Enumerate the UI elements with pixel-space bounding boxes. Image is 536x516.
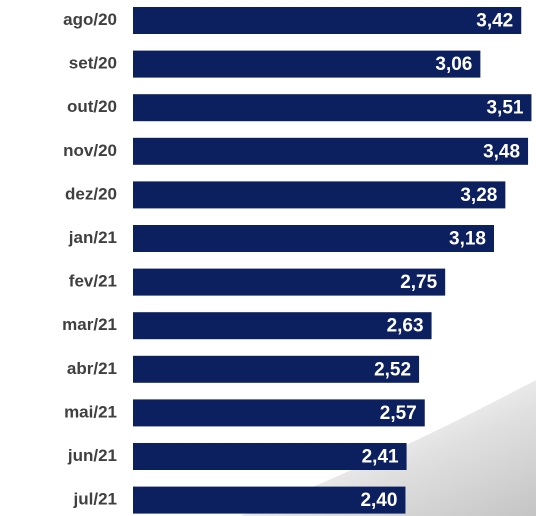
background-sweep (240, 380, 536, 516)
bar (133, 137, 529, 165)
value-label: 3,18 (449, 229, 486, 250)
bar (133, 181, 506, 209)
bar (133, 7, 522, 34)
category-label: set/20 (69, 54, 117, 73)
category-label: mar/21 (62, 315, 117, 334)
value-label: 3,51 (486, 98, 523, 119)
value-label: 2,41 (362, 447, 399, 468)
value-label: 2,75 (400, 272, 437, 293)
category-label: jan/21 (68, 228, 117, 247)
bar (133, 268, 446, 296)
category-label: ago/20 (63, 10, 117, 29)
value-label: 3,48 (483, 141, 520, 162)
category-label: jun/21 (67, 446, 117, 465)
category-label: out/20 (67, 97, 117, 116)
value-label: 3,28 (460, 185, 497, 206)
value-label: 2,57 (380, 403, 417, 424)
category-label: dez/20 (65, 184, 117, 203)
category-label: nov/20 (63, 141, 117, 160)
bar (133, 399, 425, 427)
bar (133, 486, 406, 514)
category-label: abr/21 (67, 359, 117, 378)
category-label: fev/21 (69, 272, 117, 291)
value-label: 3,42 (476, 11, 513, 32)
bar (133, 443, 407, 470)
value-label: 2,52 (374, 359, 411, 380)
bar (133, 94, 532, 122)
bar (133, 50, 481, 78)
bar (133, 312, 432, 340)
bar (133, 355, 420, 383)
value-label: 2,40 (360, 490, 397, 511)
category-label: mai/21 (64, 402, 117, 421)
bar (133, 225, 494, 252)
value-label: 2,63 (387, 316, 424, 337)
category-label: jul/21 (73, 490, 117, 509)
value-label: 3,06 (435, 54, 472, 75)
